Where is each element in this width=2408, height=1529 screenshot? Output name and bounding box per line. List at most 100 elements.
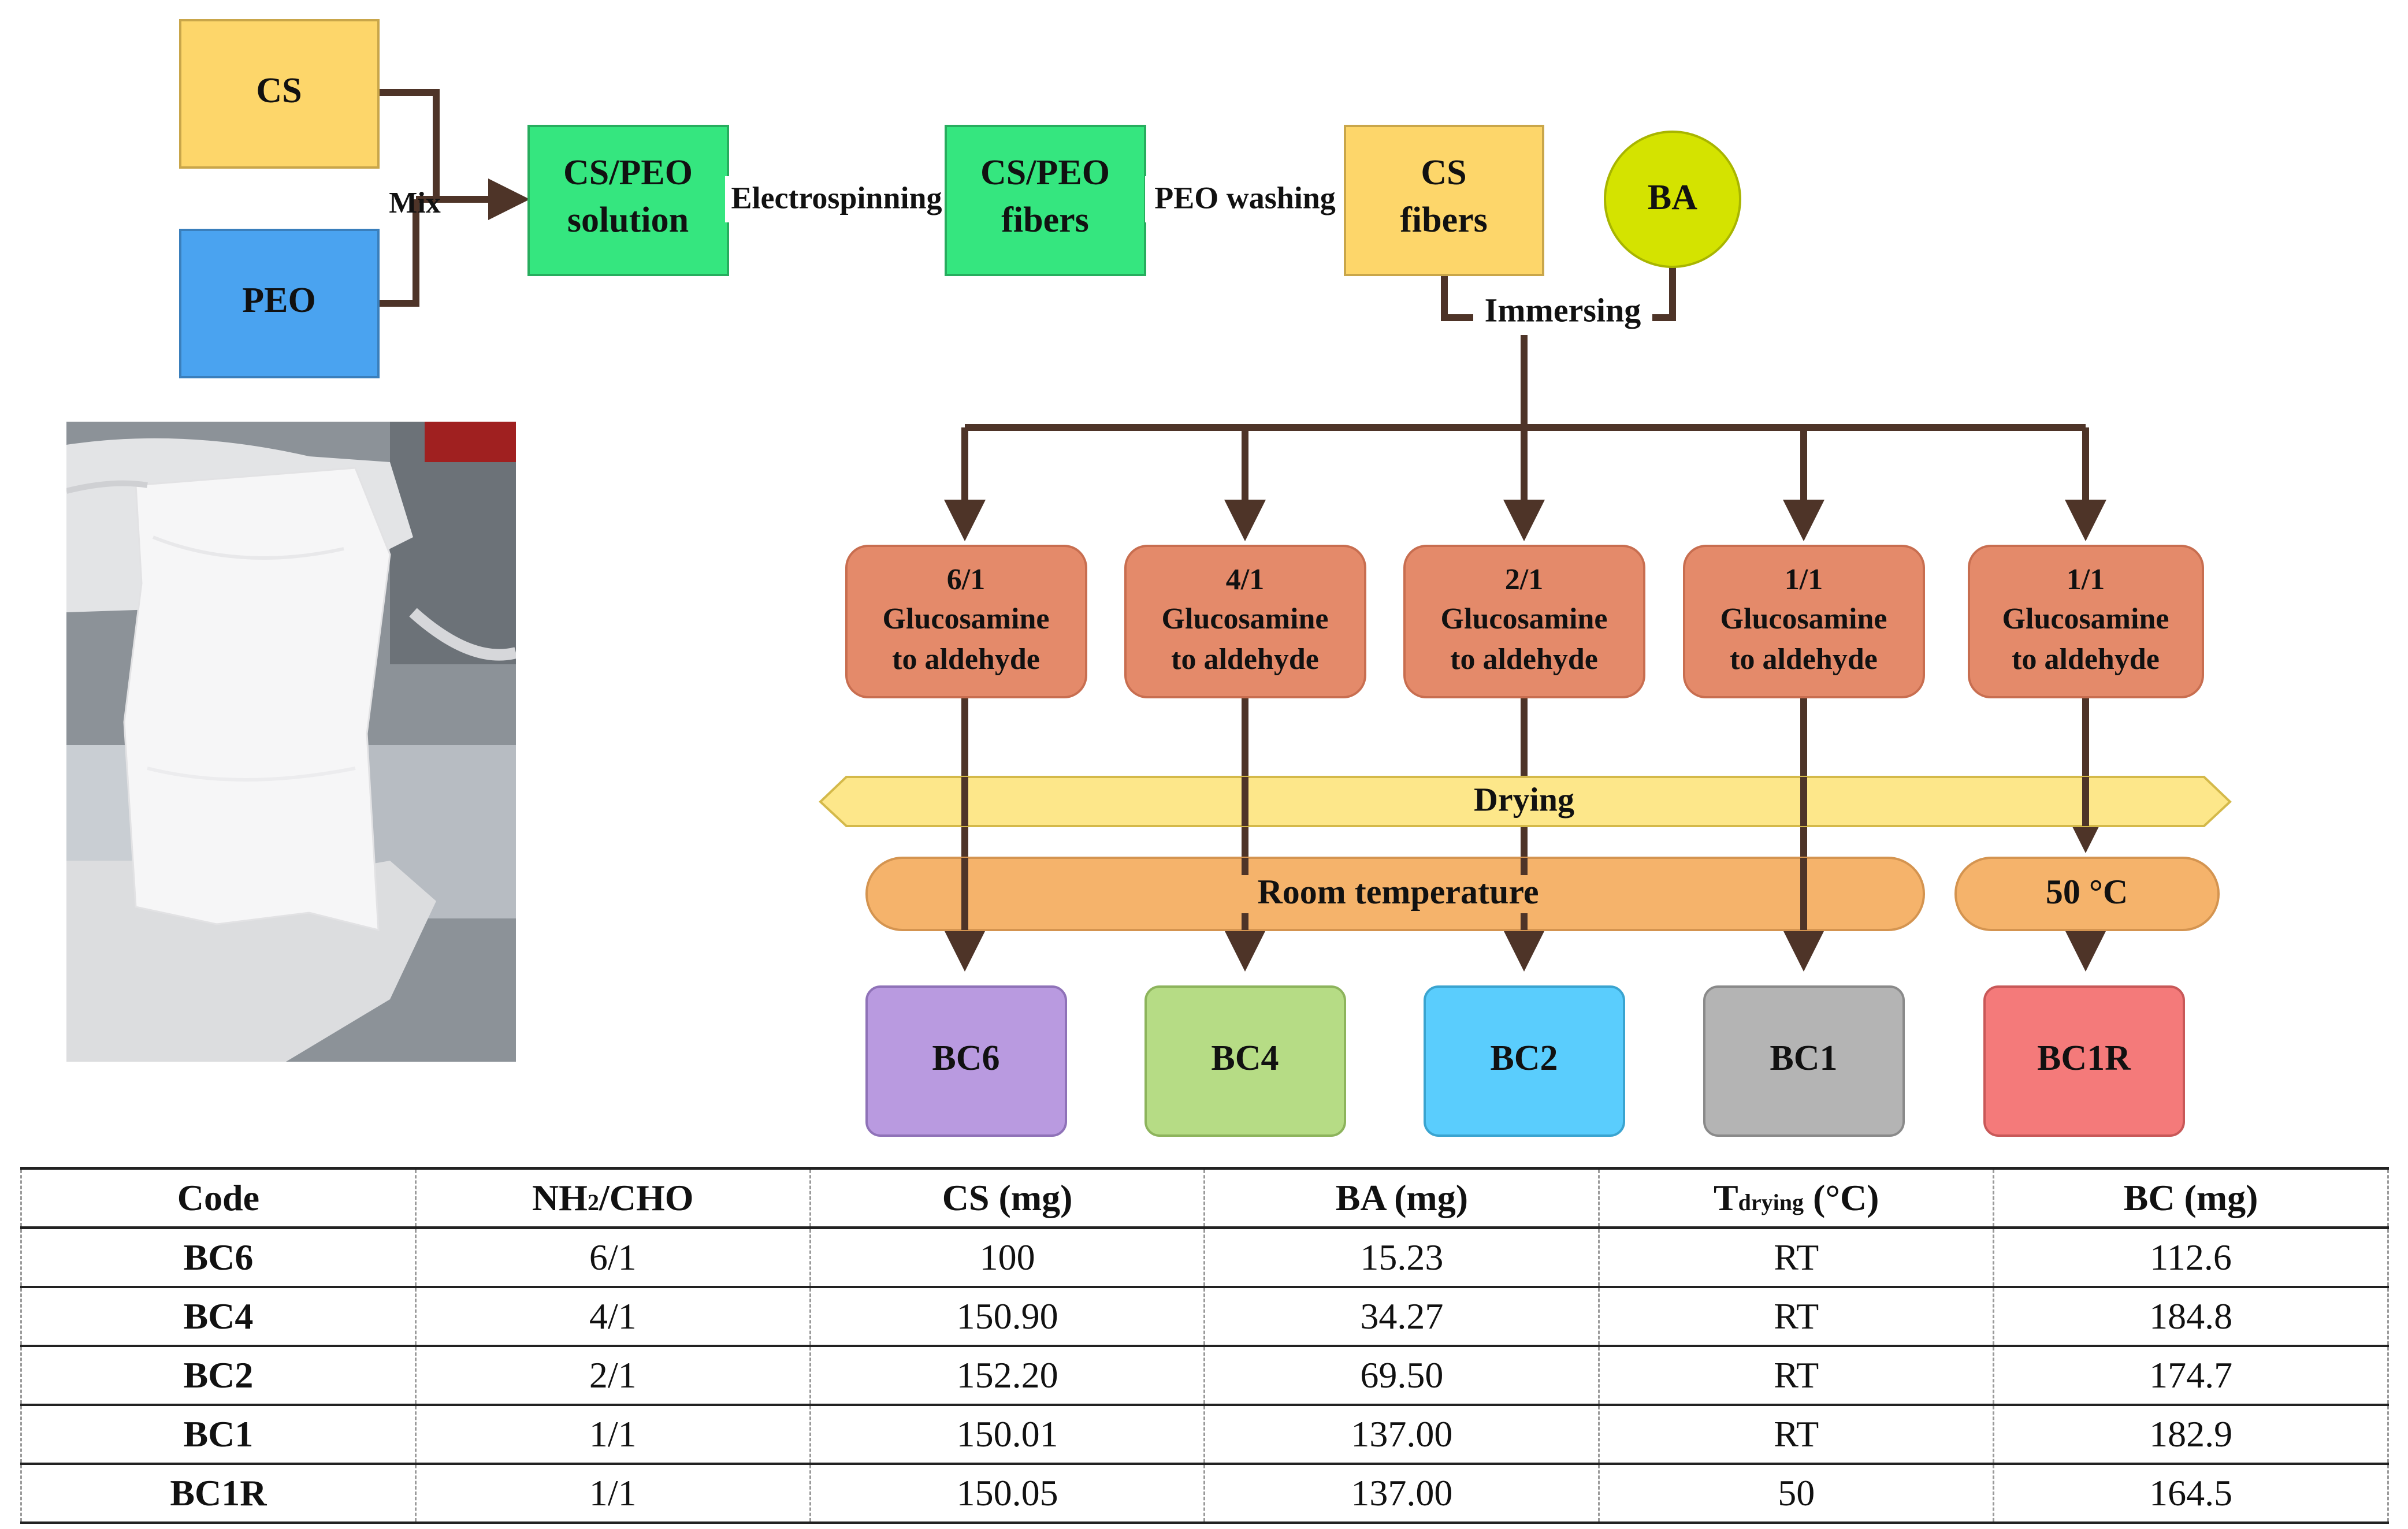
cell-code: BC2 <box>20 1346 417 1406</box>
cell-bc: 164.5 <box>1993 1464 2389 1524</box>
header-tdrying: Tdrying (°C) <box>1598 1167 1995 1229</box>
cs-to-mix-line <box>378 89 440 199</box>
cell-bc: 184.8 <box>1993 1287 2389 1347</box>
cs-box <box>179 19 380 169</box>
product-box-bc1r: BC1R <box>1983 985 2185 1137</box>
process-diagram: CS PEO Mix CS/PEO solution Electrospinni… <box>179 19 2232 1137</box>
cell-ba: 15.23 <box>1203 1227 1600 1288</box>
fibers-label-line2: fibers <box>1001 200 1089 240</box>
membrane-photo-illustration <box>66 422 516 1062</box>
ratio-value: 6/1 <box>947 563 985 596</box>
cs-label: CS <box>256 71 302 110</box>
formulation-table: Code NH2/CHO CS (mg) BA (mg) Tdrying (°C… <box>20 1167 2389 1524</box>
cell-code: BC1R <box>20 1464 417 1524</box>
electrospinning-label: Electrospinning <box>731 180 942 215</box>
cell-ratio: 1/1 <box>414 1405 811 1465</box>
header-ratio: NH2/CHO <box>414 1167 811 1229</box>
product-box-bc2: BC2 <box>1424 985 1625 1137</box>
product-label: BC1R <box>2037 1039 2131 1078</box>
header-code: Code <box>20 1167 417 1229</box>
connectors <box>378 89 2106 972</box>
ratio-box-1: 6/1 Glucosamine to aldehyde <box>845 545 1087 698</box>
header-t-rest: (°C) <box>1804 1177 1879 1218</box>
ratio-box-4: 1/1 Glucosamine to aldehyde <box>1683 545 1925 698</box>
header-ratio-sub: 2 <box>587 1189 599 1215</box>
ratio-line3: to aldehyde <box>892 643 1040 676</box>
ratio-value: 4/1 <box>1226 563 1264 596</box>
cell-bc: 112.6 <box>1993 1227 2389 1288</box>
ratio-value: 1/1 <box>2067 563 2105 596</box>
immersing-label-bg <box>1473 292 1652 335</box>
cell-tdrying: RT <box>1598 1227 1995 1288</box>
cell-cs: 152.20 <box>809 1346 1206 1406</box>
cell-ba: 34.27 <box>1203 1287 1600 1347</box>
product-box-bc1: BC1 <box>1703 985 1905 1137</box>
cell-ratio: 6/1 <box>414 1227 811 1288</box>
fibers-label-line1: CS/PEO <box>980 153 1110 192</box>
room-temperature-label-bg <box>1225 875 1571 913</box>
cell-ba: 69.50 <box>1203 1346 1600 1406</box>
cell-cs: 150.90 <box>809 1287 1206 1347</box>
table-row: BC2 2/1 152.20 69.50 RT 174.7 <box>20 1346 2389 1406</box>
product-label: BC2 <box>1490 1039 1558 1078</box>
ratio-line2: Glucosamine <box>1162 602 1329 635</box>
cell-code: BC6 <box>20 1227 417 1288</box>
header-ratio-main: NH <box>532 1177 588 1218</box>
cell-ba: 137.00 <box>1203 1464 1600 1524</box>
ratio-line3: to aldehyde <box>1171 643 1319 676</box>
header-bc: BC (mg) <box>1993 1167 2389 1229</box>
peo-washing-label-bg <box>1145 176 1344 222</box>
table-row: BC1R 1/1 150.05 137.00 50 164.5 <box>20 1464 2389 1524</box>
product-label: BC6 <box>932 1039 999 1078</box>
cell-bc: 182.9 <box>1993 1405 2389 1465</box>
table-row: BC6 6/1 100 15.23 RT 112.6 <box>20 1227 2389 1288</box>
cell-cs: 100 <box>809 1227 1206 1288</box>
ratio-line3: to aldehyde <box>2012 643 2160 676</box>
cell-code: BC1 <box>20 1405 417 1465</box>
high-temperature-band <box>1954 857 2220 931</box>
cell-tdrying: 50 <box>1598 1464 1995 1524</box>
cell-ratio: 4/1 <box>414 1287 811 1347</box>
product-box-bc4: BC4 <box>1144 985 1346 1137</box>
ba-label: BA <box>1648 178 1697 217</box>
solution-box <box>527 125 729 276</box>
ratio-box-2: 4/1 Glucosamine to aldehyde <box>1124 545 1366 698</box>
cell-ratio: 2/1 <box>414 1346 811 1406</box>
room-temperature-label: Room temperature <box>1257 873 1539 911</box>
cs-fibers-label-line2: fibers <box>1400 200 1488 240</box>
cell-cs: 150.05 <box>809 1464 1206 1524</box>
ratio-line2: Glucosamine <box>1441 602 1608 635</box>
cell-cs: 150.01 <box>809 1405 1206 1465</box>
cell-tdrying: RT <box>1598 1405 1995 1465</box>
immersing-label: Immersing <box>1485 291 1641 329</box>
cell-tdrying: RT <box>1598 1287 1995 1347</box>
high-temperature-label: 50 °C <box>2046 873 2128 911</box>
peo-label: PEO <box>242 281 315 320</box>
product-label: BC4 <box>1211 1039 1279 1078</box>
cell-ratio: 1/1 <box>414 1464 811 1524</box>
solution-label-line1: CS/PEO <box>563 153 693 192</box>
ratio-line2: Glucosamine <box>1720 602 1887 635</box>
ratio-line3: to aldehyde <box>1450 643 1598 676</box>
peo-washing-label: PEO washing <box>1154 180 1336 215</box>
ratio-line2: Glucosamine <box>2002 602 2169 635</box>
cs-fibers-box <box>1344 125 1544 276</box>
product-box-bc6: BC6 <box>865 985 1067 1137</box>
table-row: BC1 1/1 150.01 137.00 RT 182.9 <box>20 1405 2389 1465</box>
ratio-value: 2/1 <box>1505 563 1543 596</box>
header-ratio-rest: /CHO <box>599 1177 694 1218</box>
peo-box <box>179 229 380 378</box>
fibers-box <box>945 125 1146 276</box>
table-row: BC4 4/1 150.90 34.27 RT 184.8 <box>20 1287 2389 1347</box>
ratio-line2: Glucosamine <box>883 602 1050 635</box>
cell-code: BC4 <box>20 1287 417 1347</box>
header-t-main: T <box>1713 1177 1738 1218</box>
drying-label-bg <box>1462 783 1586 821</box>
ratio-box-3: 2/1 Glucosamine to aldehyde <box>1403 545 1645 698</box>
electrospinning-label-bg <box>725 176 950 222</box>
product-label: BC1 <box>1770 1039 1837 1078</box>
ratio-value: 1/1 <box>1785 563 1823 596</box>
cs-fibers-label-line1: CS <box>1421 153 1466 192</box>
membrane-photo <box>66 422 516 1062</box>
